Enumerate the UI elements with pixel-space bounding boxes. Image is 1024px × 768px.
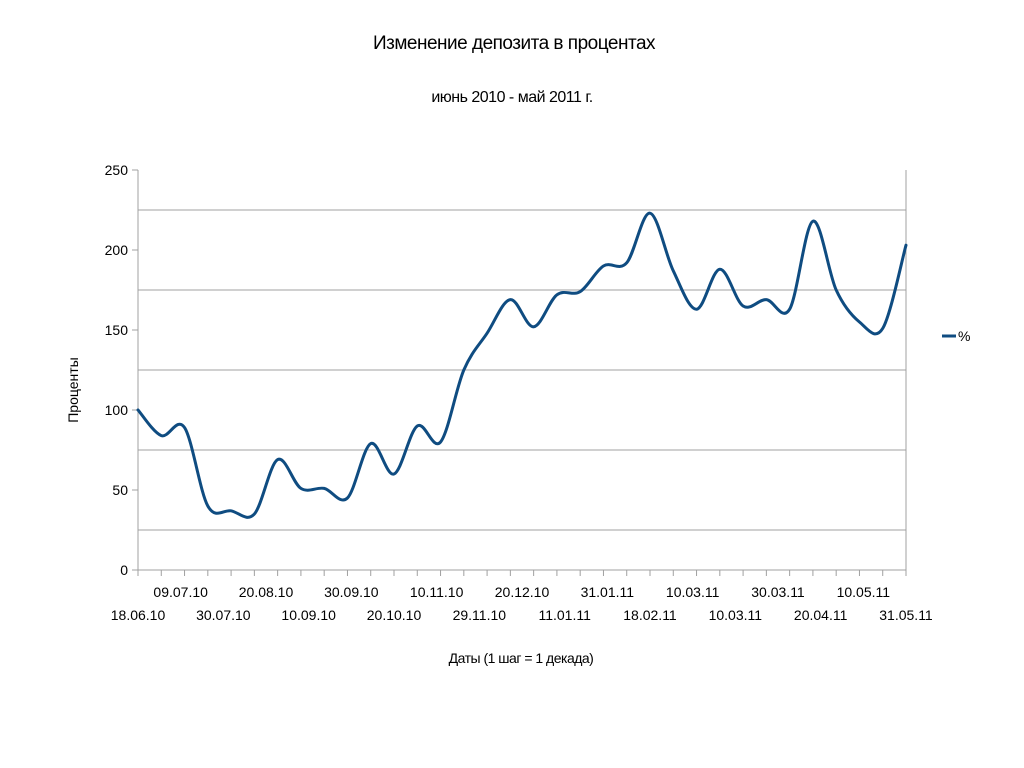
x-axis-label: Даты (1 шаг = 1 декада): [449, 650, 594, 666]
x-tick-label: 18.06.10: [111, 607, 166, 623]
chart-subtitle: июнь 2010 - май 2011 г.: [431, 89, 592, 106]
x-tick-label: 29.11.10: [453, 607, 507, 623]
legend: %: [942, 328, 970, 344]
x-tick-label: 31.01.11: [581, 584, 635, 600]
chart-title: Изменение депозита в процентах: [373, 33, 656, 54]
x-tick-label: 10.03.11: [666, 584, 720, 600]
x-tick-label: 30.09.10: [324, 584, 379, 600]
x-tick-label: 10.09.10: [281, 607, 336, 623]
y-tick-label: 150: [105, 322, 129, 338]
gridlines: [138, 209, 906, 531]
x-tick-label: 31.05.11: [879, 607, 933, 623]
y-axis-label: Проценты: [65, 357, 81, 423]
x-tick-label: 20.08.10: [239, 584, 294, 600]
y-tick-label: 50: [112, 482, 128, 498]
x-tick-label: 20.10.10: [367, 607, 422, 623]
x-tick-label: 09.07.10: [153, 584, 208, 600]
series-layer: [136, 211, 908, 519]
x-tick-label: 10.11.10: [410, 584, 464, 600]
x-tick-label: 20.12.10: [495, 584, 550, 600]
y-tick-label: 250: [105, 162, 129, 178]
y-tick-label: 0: [120, 562, 128, 578]
x-tick-label: 10.03.11: [709, 607, 763, 623]
legend-label: %: [958, 328, 970, 344]
y-tick-label: 100: [105, 402, 129, 418]
x-tick-label: 18.02.11: [623, 607, 677, 623]
y-tick-labels: 0 50 100 150 200 250: [105, 162, 138, 578]
x-tick-label: 10.05.11: [837, 584, 891, 600]
x-tick-label: 11.01.11: [538, 607, 591, 623]
x-tick-labels: 18.06.10 09.07.10 30.07.10 20.08.10 10.09.10…: [111, 570, 933, 623]
series-line-percent: [136, 211, 908, 519]
x-tick-label: 20.04.11: [794, 607, 848, 623]
axes: [137, 170, 907, 571]
x-tick-label: 30.07.10: [196, 607, 251, 623]
x-tick-label: 30.03.11: [751, 584, 805, 600]
y-tick-label: 200: [105, 242, 129, 258]
